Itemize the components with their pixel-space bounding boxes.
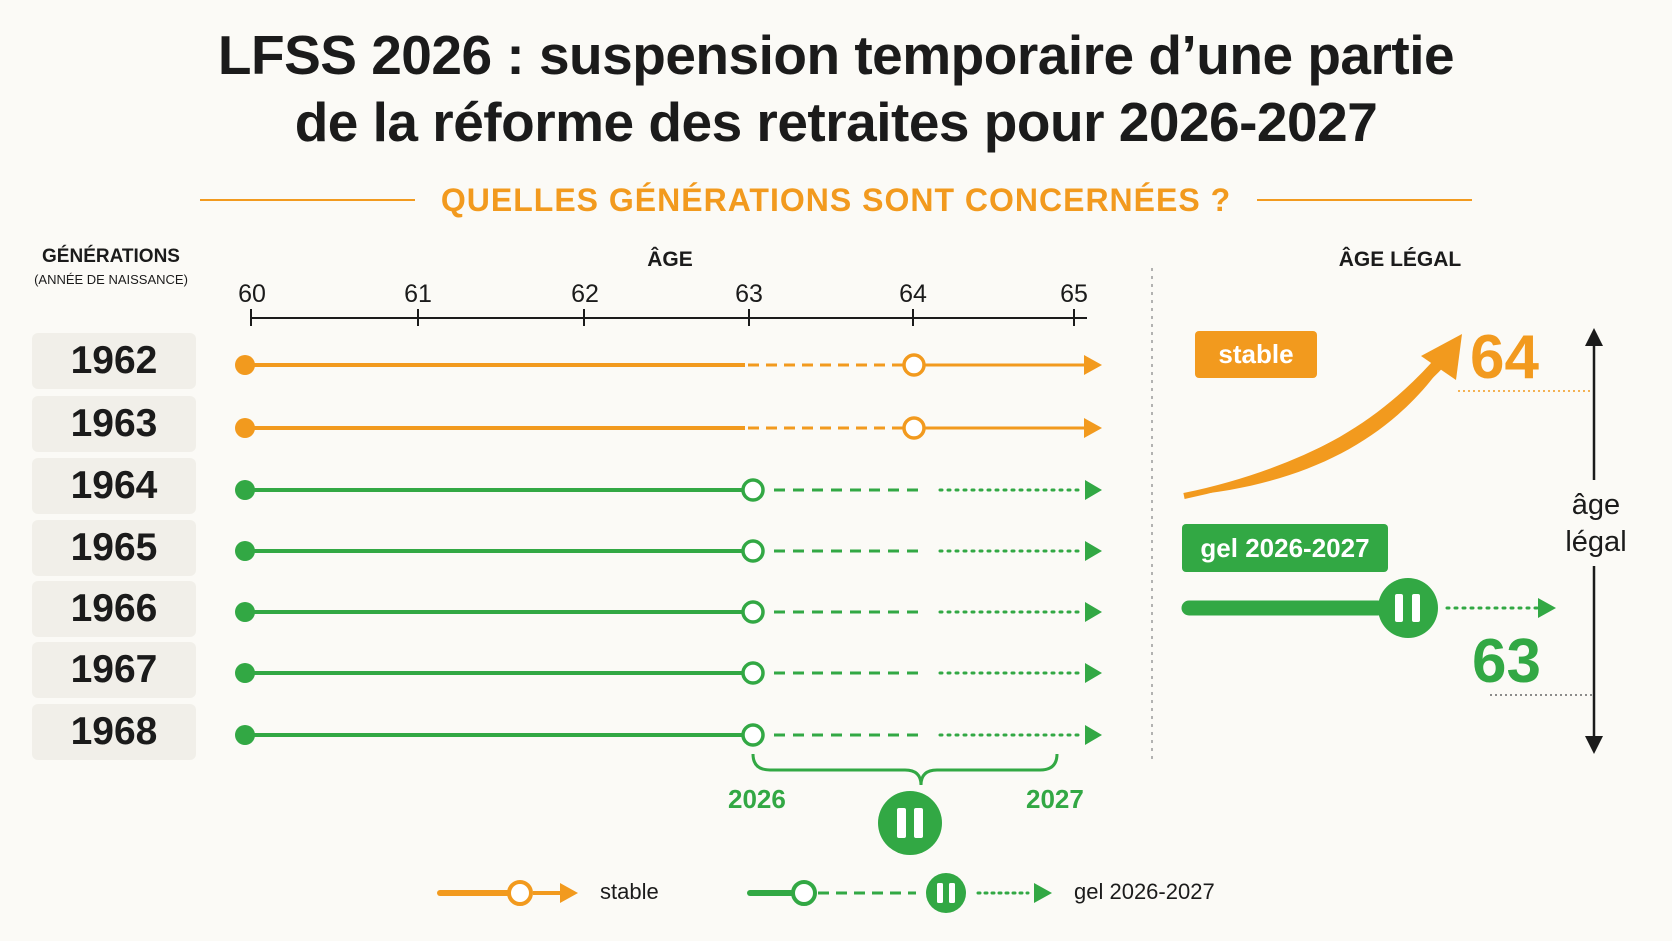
generation-1964: 1964	[32, 458, 196, 514]
legal-axis-label-line2: légal	[1565, 526, 1627, 558]
age-tick-63: 63	[735, 280, 763, 308]
row-marker-1966	[741, 600, 765, 624]
age-tick-65: 65	[1060, 280, 1088, 308]
freeze-pause-icon	[878, 791, 942, 855]
age-axis	[250, 309, 1087, 326]
row-marker-1967	[741, 661, 765, 685]
legal-age-high: 64	[1470, 323, 1539, 392]
generation-1965: 1965	[32, 520, 196, 576]
legend-stable-symbol	[437, 880, 578, 906]
row-marker-1964	[741, 478, 765, 502]
rising-arrowhead	[1421, 334, 1462, 380]
subtitle-row: QUELLES GÉNÉRATIONS SONT CONCERNÉES ?	[200, 180, 1472, 220]
row-arrowhead-1963	[1084, 418, 1102, 438]
timeline-rows	[235, 353, 1102, 747]
age-tick-62: 62	[571, 280, 599, 308]
title-line-2: de la réforme des retraites pour 2026-20…	[294, 91, 1378, 153]
rising-curve	[1183, 357, 1449, 499]
generation-1963: 1963	[32, 396, 196, 452]
row-arrowhead-1965	[1085, 541, 1102, 561]
row-arrowhead-1966	[1085, 602, 1102, 622]
age-tick-60: 60	[238, 280, 266, 308]
legal-axis-up-arrow	[1585, 328, 1603, 346]
legal-axis-label: âge légal	[1548, 487, 1644, 561]
row-arrowhead-1964	[1085, 480, 1102, 500]
generations-header-note: (ANNÉE DE NAISSANCE)	[34, 272, 188, 287]
row-arrowhead-1962	[1084, 355, 1102, 375]
generations-header-title: GÉNÉRATIONS	[42, 246, 180, 267]
legend-stable-label: stable	[600, 879, 659, 904]
row-marker-1963	[902, 416, 926, 440]
title-line-1: LFSS 2026 : suspension temporaire d’une …	[217, 24, 1455, 86]
rising-curve-fill	[1184, 360, 1446, 496]
subtitle: QUELLES GÉNÉRATIONS SONT CONCERNÉES ?	[440, 181, 1232, 218]
gel-pause-icon	[1378, 578, 1438, 638]
stable-badge: stable	[1195, 331, 1317, 378]
row-arrowhead-1967	[1085, 663, 1102, 683]
generation-1962: 1962	[32, 333, 196, 389]
row-marker-1962	[902, 353, 926, 377]
gel-badge: gel 2026-2027	[1182, 524, 1388, 572]
page-title: LFSS 2026 : suspension temporaire d’une …	[0, 22, 1672, 156]
freeze-brace	[751, 753, 1059, 786]
row-marker-1968	[741, 723, 765, 747]
legend-gel-label: gel 2026-2027	[1074, 879, 1215, 904]
legal-age-header: ÂGE LÉGAL	[1338, 248, 1462, 271]
legal-axis-down-arrow	[1585, 736, 1603, 754]
generation-1967: 1967	[32, 642, 196, 698]
age-header: ÂGE	[647, 248, 693, 271]
age-tick-61: 61	[404, 280, 432, 308]
freeze-year-end: 2027	[1026, 784, 1084, 814]
legal-axis-label-line1: âge	[1571, 489, 1621, 521]
legend-gel-symbol	[747, 873, 1052, 913]
generation-1966: 1966	[32, 581, 196, 637]
generations-header: GÉNÉRATIONS (ANNÉE DE NAISSANCE)	[26, 246, 196, 287]
subtitle-rule-left	[200, 199, 415, 201]
freeze-year-start: 2026	[728, 784, 786, 814]
subtitle-rule-right	[1257, 199, 1472, 201]
generation-1968: 1968	[32, 704, 196, 760]
row-marker-1965	[741, 539, 765, 563]
age-tick-64: 64	[899, 280, 927, 308]
legal-age-low: 63	[1472, 627, 1541, 696]
row-arrowhead-1968	[1085, 725, 1102, 745]
gel-arrowhead	[1538, 598, 1556, 618]
